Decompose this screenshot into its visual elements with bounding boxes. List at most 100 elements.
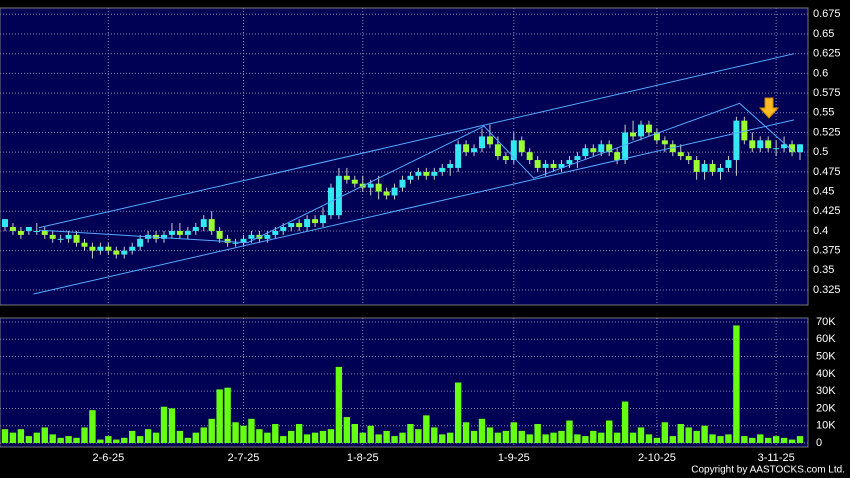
candle-body <box>645 124 652 133</box>
volume-bar <box>391 436 398 444</box>
volume-bar <box>701 425 708 444</box>
candle-body <box>232 242 239 244</box>
candle-body <box>105 246 112 251</box>
candle-body <box>129 246 136 251</box>
volume-bar <box>693 430 700 444</box>
volume-bar <box>144 429 152 444</box>
candle-body <box>312 219 319 224</box>
volume-bar <box>216 389 223 444</box>
candle-body <box>582 148 589 157</box>
volume-bar <box>613 432 621 444</box>
candle-body <box>566 160 573 164</box>
volume-bar <box>311 432 319 444</box>
candle-body <box>542 163 549 168</box>
candle-body <box>797 144 803 153</box>
y-tick-label: 0.325 <box>813 284 841 296</box>
volume-bar <box>176 430 184 444</box>
volume-bar <box>637 427 645 444</box>
volume-bar <box>168 408 176 444</box>
candle-body <box>463 144 470 153</box>
volume-tick-label: 20K <box>816 402 836 414</box>
candle-body <box>590 148 597 153</box>
candle-body <box>661 140 668 145</box>
candle-body <box>57 238 64 240</box>
volume-bar <box>57 437 64 444</box>
volume-bar <box>343 417 351 444</box>
volume-bar <box>741 436 748 444</box>
volume-bar <box>550 432 557 444</box>
candle-body <box>216 230 223 239</box>
candle-body <box>375 183 382 192</box>
price-panel <box>0 7 809 306</box>
volume-bar <box>788 439 796 444</box>
volume-bar <box>184 437 192 444</box>
x-tick-label: 2-10-25 <box>638 452 676 464</box>
volume-bar <box>677 424 684 444</box>
volume-tick-label: 0 <box>816 437 822 449</box>
candle-body <box>439 167 446 172</box>
copyright: Copyright by AASTOCKS.com Ltd. <box>691 465 845 476</box>
volume-bar <box>367 425 374 444</box>
candle-body <box>41 230 48 235</box>
volume-bar <box>590 430 597 444</box>
candle-body <box>137 238 144 247</box>
volume-bar <box>621 401 629 444</box>
candle-body <box>685 156 692 161</box>
candle-body <box>733 120 740 161</box>
candle-body <box>653 132 660 141</box>
volume-bar <box>486 427 494 444</box>
volume-bar <box>582 436 589 444</box>
volume-bar <box>765 437 772 444</box>
volume-bar <box>653 437 661 444</box>
candle-body <box>789 144 796 153</box>
volume-bar <box>685 427 692 444</box>
volume-bar <box>25 436 33 444</box>
volume-tick-label: 50K <box>816 350 836 362</box>
candle-body <box>113 250 120 255</box>
candle-body <box>693 160 700 172</box>
volume-bar <box>73 437 80 444</box>
y-tick-label: 0.45 <box>813 185 834 197</box>
volume-bar <box>725 434 732 444</box>
candle-body <box>534 160 541 168</box>
candle-body <box>367 183 374 188</box>
volume-bar <box>415 429 422 444</box>
candle-body <box>97 246 104 251</box>
candle-body <box>598 144 605 153</box>
y-tick-label: 0.4 <box>813 225 828 237</box>
candle-body <box>526 152 533 161</box>
volume-bar <box>574 434 581 444</box>
volume-bar <box>272 424 279 444</box>
volume-bar <box>375 434 382 444</box>
y-tick-label: 0.55 <box>813 107 834 119</box>
volume-bar <box>757 434 764 444</box>
volume-bar <box>17 429 25 444</box>
candle-body <box>304 219 311 228</box>
volume-bar <box>89 410 96 444</box>
x-tick-label: 2-7-25 <box>228 452 260 464</box>
volume-bar <box>49 434 56 444</box>
candle-body <box>622 132 629 161</box>
candle-body <box>717 167 724 172</box>
plot: 0.325 0.35 0.375 0.4 0.425 0.45 0.475 0.5 0.525 0… <box>0 8 841 464</box>
candle-body <box>757 140 764 149</box>
candle-body <box>192 227 199 231</box>
volume-bar <box>717 436 724 444</box>
y-tick-label: 0.5 <box>813 146 828 158</box>
volume-bar <box>447 432 454 444</box>
trendline <box>33 119 795 295</box>
volume-bar <box>256 429 263 444</box>
y-tick-label: 0.35 <box>813 264 834 276</box>
volume-bar <box>33 432 40 444</box>
candle-body <box>709 163 716 172</box>
volume-bar <box>709 434 716 444</box>
volume-tick-label: 70K <box>816 316 836 328</box>
candle-body <box>399 179 406 188</box>
volume-bar <box>303 434 311 444</box>
volume-bar <box>598 432 605 444</box>
candle-body <box>423 171 430 176</box>
volume-bar <box>534 424 541 444</box>
volume-bar <box>510 422 517 444</box>
candle-body <box>431 171 438 176</box>
candle-body <box>407 175 414 180</box>
